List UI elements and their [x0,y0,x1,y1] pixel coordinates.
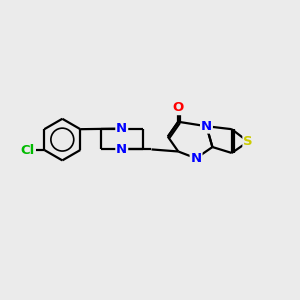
Text: N: N [116,122,127,135]
Text: N: N [190,152,202,165]
Text: N: N [201,120,212,133]
Text: S: S [243,135,253,148]
Text: Cl: Cl [21,143,35,157]
Text: O: O [172,101,184,114]
Text: N: N [116,143,127,156]
